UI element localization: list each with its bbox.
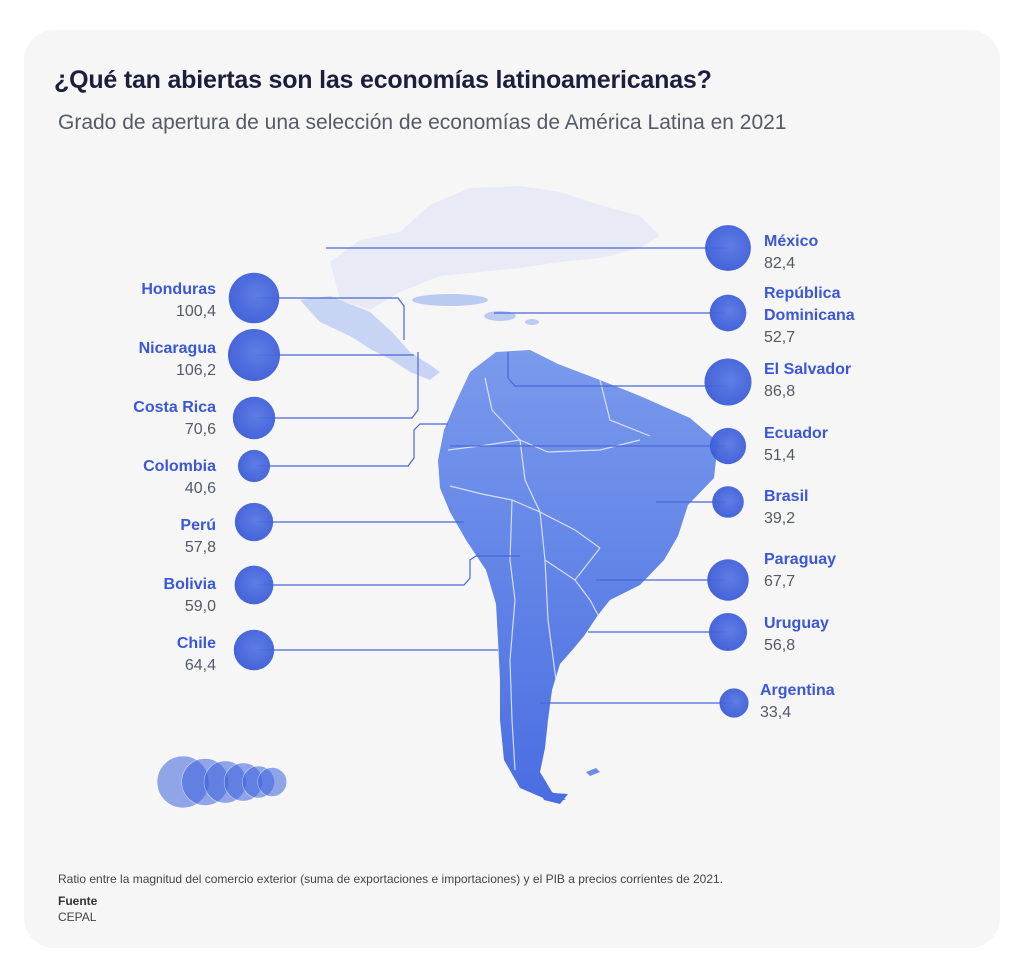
bubbles bbox=[228, 225, 752, 718]
label-value-peru: 57,8 bbox=[185, 539, 216, 556]
label-name-republica-dominicana: República bbox=[764, 285, 841, 302]
label-value-nicaragua: 106,2 bbox=[176, 362, 216, 379]
label-value-mexico: 82,4 bbox=[764, 255, 795, 272]
label-value-honduras: 100,4 bbox=[176, 303, 216, 320]
chart-title: ¿Qué tan abiertas son las economías lati… bbox=[54, 66, 712, 94]
label-name-costa-rica: Costa Rica bbox=[133, 399, 216, 416]
label-value-colombia: 40,6 bbox=[185, 480, 216, 497]
bubble-ecuador bbox=[709, 427, 747, 465]
label-value-argentina: 33,4 bbox=[760, 704, 791, 721]
source-name: CEPAL bbox=[58, 910, 97, 924]
bubble-honduras bbox=[228, 272, 280, 324]
leader-line-colombia bbox=[256, 423, 448, 467]
bubble-argentina bbox=[719, 688, 749, 718]
bubble-bolivia bbox=[234, 565, 274, 605]
south-america-shape bbox=[438, 350, 718, 800]
falkland-islands bbox=[586, 768, 600, 776]
label-value-brasil: 39,2 bbox=[764, 510, 795, 527]
label-name-uruguay: Uruguay bbox=[764, 615, 829, 632]
label-name-chile: Chile bbox=[177, 635, 216, 652]
bubble-republica-dominicana bbox=[709, 294, 747, 332]
label-value-el-salvador: 86,8 bbox=[764, 383, 795, 400]
label-value-ecuador: 51,4 bbox=[764, 447, 795, 464]
cuba-island bbox=[412, 294, 488, 306]
bubble-colombia bbox=[237, 449, 271, 483]
bubble-el-salvador bbox=[704, 358, 752, 406]
central-america-shape bbox=[300, 296, 440, 380]
leader-line-el-salvador bbox=[507, 352, 726, 387]
bubble-uruguay bbox=[708, 612, 748, 652]
chart-subtitle: Grado de apertura de una selección de ec… bbox=[58, 111, 787, 134]
bubble-brasil bbox=[712, 486, 744, 518]
country-labels: México 82,4 República Dominicana 52,7 El Salv… bbox=[133, 233, 854, 721]
label-value-republica-dominicana: 52,7 bbox=[764, 329, 795, 346]
leader-line-bolivia bbox=[256, 555, 520, 586]
bubble-nicaragua bbox=[228, 329, 280, 381]
bubble-chile bbox=[233, 629, 275, 671]
label-name-peru: Perú bbox=[180, 517, 216, 534]
label-value-uruguay: 56,8 bbox=[764, 637, 795, 654]
puerto-rico-island bbox=[525, 319, 539, 325]
label-name-el-salvador: El Salvador bbox=[764, 361, 851, 378]
label-value-bolivia: 59,0 bbox=[185, 598, 216, 615]
note-text: Ratio entre la magnitud del comercio ext… bbox=[58, 872, 723, 886]
label-name-mexico: México bbox=[764, 233, 818, 250]
label-name-ecuador: Ecuador bbox=[764, 425, 828, 442]
size-legend bbox=[156, 755, 288, 809]
label-name-nicaragua: Nicaragua bbox=[139, 340, 216, 357]
label-name-paraguay: Paraguay bbox=[764, 551, 836, 568]
label-name-brasil: Brasil bbox=[764, 488, 808, 505]
leader-line-honduras bbox=[256, 297, 405, 340]
label-name-bolivia: Bolivia bbox=[164, 576, 217, 593]
label-value-paraguay: 67,7 bbox=[764, 573, 795, 590]
bubble-peru bbox=[234, 502, 274, 542]
bubble-mexico bbox=[705, 225, 751, 271]
leader-line-costa-rica bbox=[256, 352, 419, 419]
label-value-chile: 64,4 bbox=[185, 657, 216, 674]
legend-bubble-5 bbox=[257, 767, 288, 797]
label-value-costa-rica: 70,6 bbox=[185, 421, 216, 438]
label-name-republica-dominicana: Dominicana bbox=[764, 307, 855, 324]
label-name-argentina: Argentina bbox=[760, 682, 835, 699]
tierra-del-fuego bbox=[540, 792, 568, 804]
source-label: Fuente bbox=[58, 894, 98, 908]
bubble-costa-rica bbox=[232, 396, 276, 440]
label-name-honduras: Honduras bbox=[141, 281, 216, 298]
label-name-colombia: Colombia bbox=[143, 458, 216, 475]
bubble-paraguay bbox=[707, 559, 749, 601]
